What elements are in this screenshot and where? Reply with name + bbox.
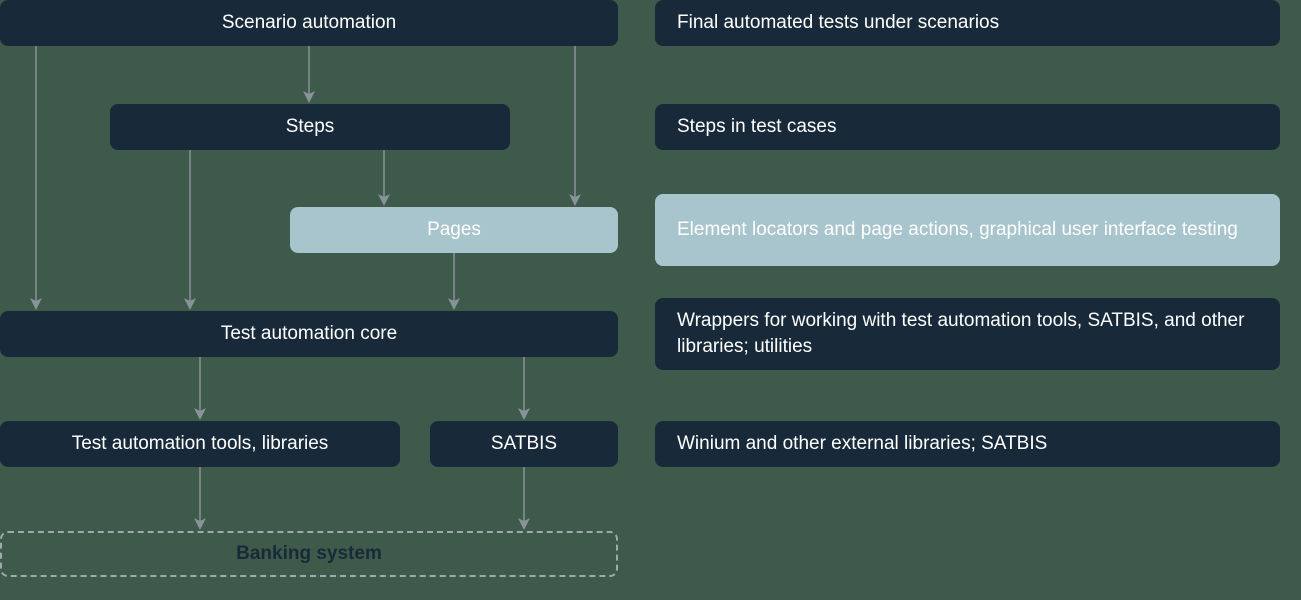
node-scenario: Scenario automation bbox=[0, 0, 618, 46]
desc-core-label: Wrappers for working with test automatio… bbox=[677, 308, 1258, 359]
node-tools: Test automation tools, libraries bbox=[0, 421, 400, 467]
desc-steps-label: Steps in test cases bbox=[677, 114, 836, 140]
node-core: Test automation core bbox=[0, 311, 618, 357]
node-pages-label: Pages bbox=[427, 219, 481, 241]
node-scenario-label: Scenario automation bbox=[222, 12, 396, 34]
desc-steps: Steps in test cases bbox=[655, 104, 1280, 150]
desc-tools: Winium and other external libraries; SAT… bbox=[655, 421, 1280, 467]
node-banking-label: Banking system bbox=[236, 543, 382, 565]
node-pages: Pages bbox=[290, 207, 618, 253]
desc-scenario: Final automated tests under scenarios bbox=[655, 0, 1280, 46]
node-steps-label: Steps bbox=[286, 116, 335, 138]
desc-pages: Element locators and page actions, graph… bbox=[655, 194, 1280, 266]
node-steps: Steps bbox=[110, 104, 510, 150]
node-satbis-label: SATBIS bbox=[491, 433, 557, 455]
desc-core: Wrappers for working with test automatio… bbox=[655, 298, 1280, 370]
node-banking: Banking system bbox=[0, 531, 618, 577]
node-tools-label: Test automation tools, libraries bbox=[72, 433, 329, 455]
node-core-label: Test automation core bbox=[221, 323, 397, 345]
desc-scenario-label: Final automated tests under scenarios bbox=[677, 10, 999, 36]
desc-tools-label: Winium and other external libraries; SAT… bbox=[677, 431, 1047, 457]
desc-pages-label: Element locators and page actions, graph… bbox=[677, 217, 1238, 243]
node-satbis: SATBIS bbox=[430, 421, 618, 467]
